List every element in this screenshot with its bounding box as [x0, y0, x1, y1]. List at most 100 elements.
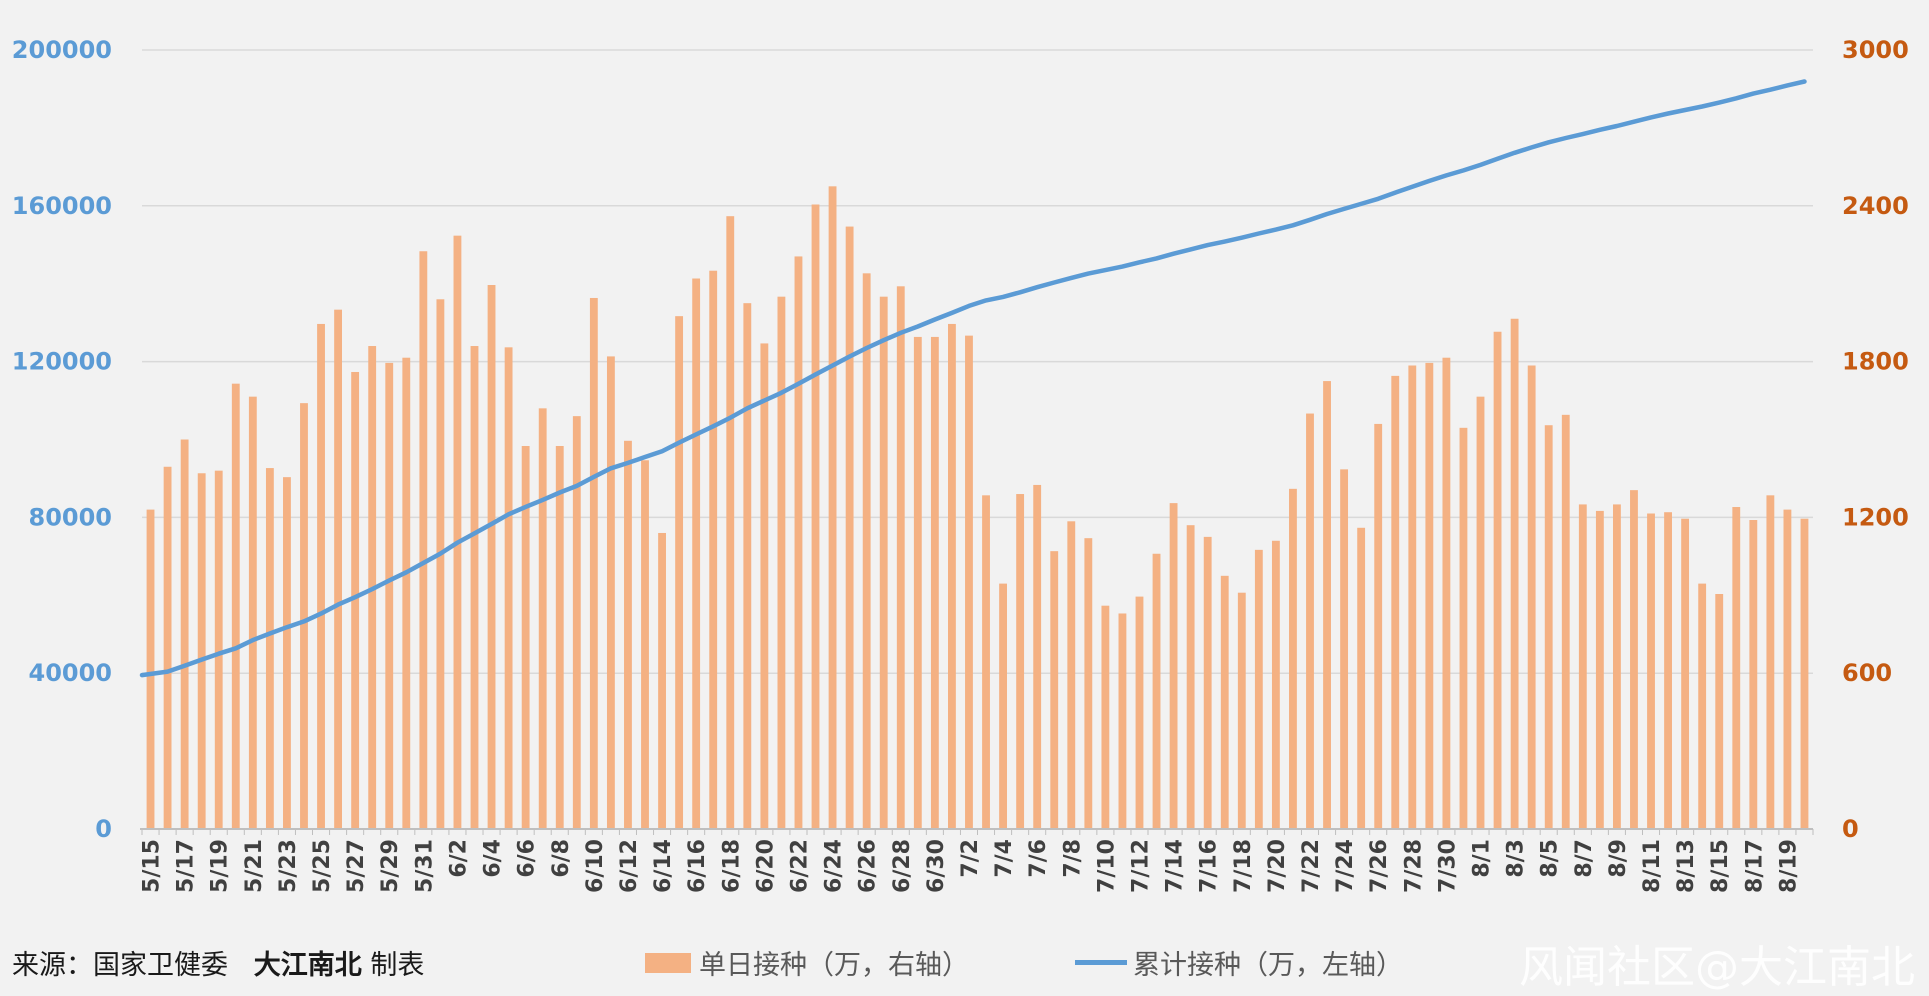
- bar: [146, 509, 155, 829]
- x-tick-label: 7/24: [1333, 839, 1358, 893]
- y-left-tick-label: 0: [95, 815, 112, 843]
- bar: [504, 347, 513, 829]
- y-left-tick-label: 120000: [12, 348, 112, 376]
- bar: [862, 273, 871, 829]
- bar: [538, 408, 547, 829]
- bar: [1527, 365, 1536, 829]
- bar: [163, 466, 172, 829]
- bar: [470, 346, 479, 829]
- bar-series-daily: [146, 186, 1809, 830]
- bar: [828, 186, 837, 829]
- bar: [624, 440, 632, 829]
- x-tick-label: 7/16: [1197, 839, 1222, 893]
- footer: 来源：国家卫健委 大江南北 制表 单日接种（万，右轴） 累计接种（万，左轴） 风…: [0, 935, 1929, 993]
- bar: [1442, 357, 1451, 829]
- bar: [1306, 413, 1314, 829]
- x-tick-label: 6/22: [787, 839, 812, 893]
- y-right-tick-label: 1800: [1842, 348, 1909, 376]
- x-tick-label: 7/22: [1299, 839, 1324, 893]
- bar: [1271, 540, 1280, 829]
- bar: [709, 270, 718, 829]
- y-axis-left: 0 40000 80000 120000 160000 200000: [12, 36, 112, 843]
- y-left-tick-label: 160000: [12, 192, 112, 220]
- bar: [606, 356, 615, 829]
- bar: [1289, 488, 1297, 829]
- axes: [140, 828, 1814, 835]
- bar: [1425, 362, 1434, 829]
- bar: [1340, 469, 1349, 829]
- bar: [1783, 509, 1792, 829]
- bar: [1681, 518, 1690, 829]
- x-tick-label: 7/20: [1265, 839, 1290, 893]
- bar: [896, 286, 905, 830]
- x-tick-label: 7/14: [1163, 839, 1188, 893]
- legend-item-cumulative: 累计接种（万，左轴）: [1075, 943, 1403, 982]
- x-tick-label: 6/20: [753, 839, 778, 893]
- source-suffix: 制表: [370, 950, 425, 981]
- bar: [1612, 504, 1621, 829]
- y-left-tick-label: 40000: [29, 659, 113, 687]
- bar: [402, 357, 411, 829]
- bar: [180, 439, 189, 829]
- bar: [1544, 425, 1553, 829]
- bar: [1220, 575, 1229, 829]
- bar: [930, 336, 939, 829]
- y-left-tick-label: 200000: [12, 36, 112, 64]
- bar: [265, 468, 274, 829]
- bar: [1630, 490, 1638, 829]
- y-left-tick-label: 80000: [29, 503, 113, 531]
- bar: [1476, 396, 1485, 829]
- bar: [248, 396, 257, 829]
- x-tick-label: 7/2: [958, 839, 983, 878]
- bar: [1664, 512, 1672, 829]
- line-series-cumulative: [139, 79, 1807, 678]
- x-tick-label: 8/1: [1470, 839, 1495, 878]
- bar: [317, 323, 325, 829]
- x-tick-label: 8/7: [1572, 839, 1597, 878]
- x-tick-label: 7/8: [1060, 839, 1085, 878]
- x-tick-label: 5/19: [208, 839, 233, 893]
- bar: [965, 335, 973, 829]
- x-tick-label: 6/18: [719, 839, 744, 893]
- y-right-tick-label: 3000: [1842, 36, 1909, 64]
- bar: [1715, 594, 1724, 829]
- bar: [1749, 519, 1758, 829]
- bar: [777, 296, 786, 829]
- x-tick-label: 5/17: [174, 839, 199, 893]
- bar: [1800, 518, 1809, 829]
- x-tick-label: 8/11: [1640, 839, 1665, 893]
- y-right-tick-label: 2400: [1842, 192, 1909, 220]
- x-tick-label: 5/21: [242, 839, 267, 893]
- watermark: 风闻社区@大江南北: [1519, 942, 1915, 993]
- bar: [1510, 318, 1519, 829]
- legend-label-cumulative: 累计接种（万，左轴）: [1133, 950, 1403, 981]
- bar: [1237, 592, 1246, 829]
- x-tick-label: 6/28: [890, 839, 915, 893]
- bar: [385, 362, 394, 829]
- x-tick-label: 8/19: [1776, 839, 1801, 893]
- bar: [334, 309, 343, 830]
- x-tick-label: 5/25: [310, 839, 335, 893]
- bar: [1016, 494, 1025, 829]
- y-right-tick-label: 1200: [1842, 503, 1909, 531]
- bar: [555, 445, 564, 829]
- bar: [1647, 513, 1655, 829]
- legend-item-daily: 单日接种（万，右轴）: [645, 943, 969, 982]
- bar: [675, 316, 684, 829]
- x-tick-label: 6/8: [549, 839, 574, 878]
- bar: [845, 226, 854, 829]
- bar: [1766, 495, 1775, 829]
- bar: [1374, 423, 1383, 829]
- bar: [1135, 596, 1144, 829]
- x-tick-label: 6/14: [651, 839, 676, 893]
- bar: [1561, 414, 1570, 829]
- x-tick-label: 6/10: [583, 839, 608, 893]
- x-tick-label: 8/3: [1504, 839, 1529, 878]
- x-tick-label: 7/18: [1231, 839, 1256, 893]
- x-tick-label: 6/24: [822, 839, 847, 893]
- bar: [1323, 381, 1331, 829]
- x-tick-label: 5/27: [344, 839, 369, 893]
- bar: [743, 303, 752, 829]
- x-tick-label: 6/12: [617, 839, 642, 893]
- bar: [794, 256, 803, 829]
